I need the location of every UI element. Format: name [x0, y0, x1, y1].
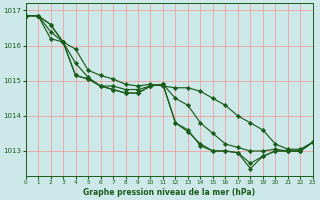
X-axis label: Graphe pression niveau de la mer (hPa): Graphe pression niveau de la mer (hPa) — [83, 188, 255, 197]
